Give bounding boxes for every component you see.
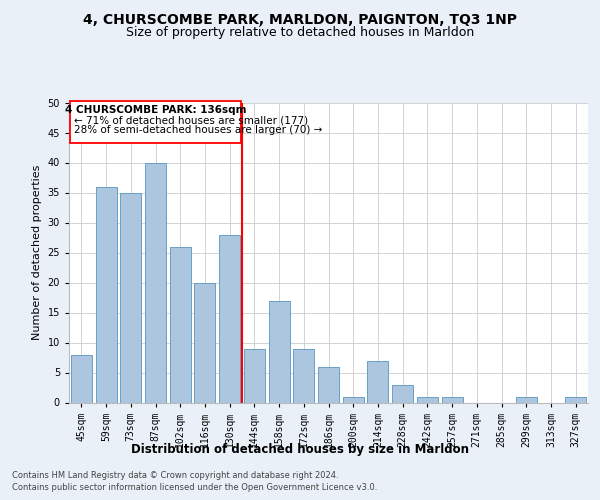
Bar: [219, 234, 240, 402]
Bar: [318, 366, 339, 402]
Bar: [71, 354, 92, 403]
Bar: [417, 396, 438, 402]
Bar: [392, 384, 413, 402]
Bar: [120, 192, 141, 402]
Bar: [145, 162, 166, 402]
Bar: [170, 246, 191, 402]
Bar: [343, 396, 364, 402]
Bar: [269, 300, 290, 402]
Text: Contains public sector information licensed under the Open Government Licence v3: Contains public sector information licen…: [12, 484, 377, 492]
Text: Size of property relative to detached houses in Marldon: Size of property relative to detached ho…: [126, 26, 474, 39]
Text: Contains HM Land Registry data © Crown copyright and database right 2024.: Contains HM Land Registry data © Crown c…: [12, 471, 338, 480]
Bar: [244, 348, 265, 403]
Y-axis label: Number of detached properties: Number of detached properties: [32, 165, 42, 340]
Bar: [516, 396, 537, 402]
Bar: [194, 282, 215, 403]
Text: 4 CHURSCOMBE PARK: 136sqm: 4 CHURSCOMBE PARK: 136sqm: [65, 105, 246, 115]
Text: 28% of semi-detached houses are larger (70) →: 28% of semi-detached houses are larger (…: [74, 126, 322, 136]
Bar: [367, 360, 388, 403]
FancyBboxPatch shape: [70, 100, 241, 144]
Bar: [293, 348, 314, 403]
Bar: [95, 186, 116, 402]
Bar: [565, 396, 586, 402]
Text: 4, CHURSCOMBE PARK, MARLDON, PAIGNTON, TQ3 1NP: 4, CHURSCOMBE PARK, MARLDON, PAIGNTON, T…: [83, 12, 517, 26]
Text: ← 71% of detached houses are smaller (177): ← 71% of detached houses are smaller (17…: [74, 115, 308, 125]
Text: Distribution of detached houses by size in Marldon: Distribution of detached houses by size …: [131, 442, 469, 456]
Bar: [442, 396, 463, 402]
